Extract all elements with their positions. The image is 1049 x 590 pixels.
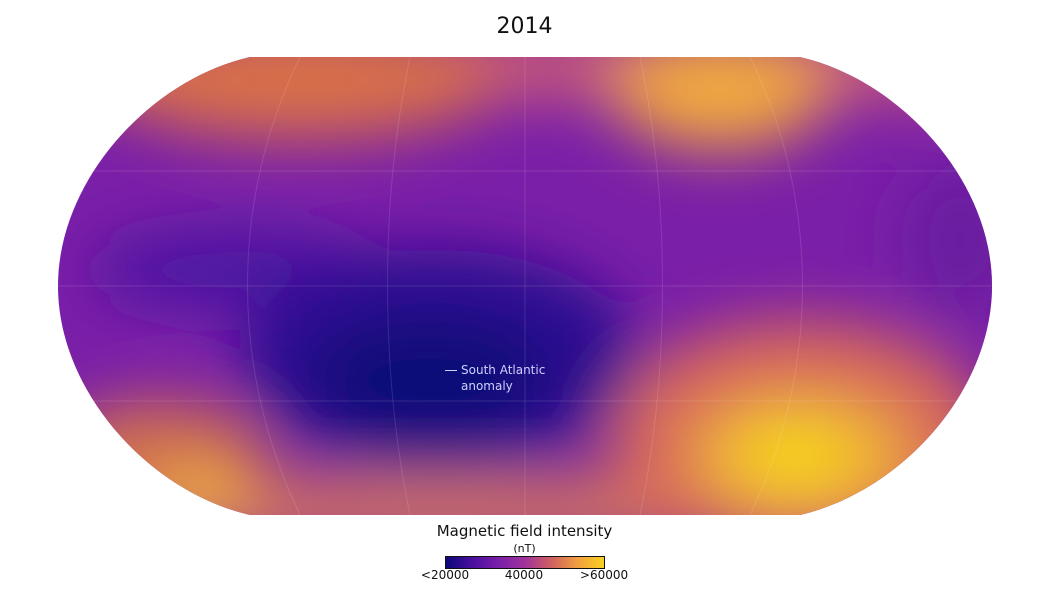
colorbar [445, 556, 605, 569]
map-title: 2014 [496, 14, 553, 39]
legend-unit: (nT) [513, 542, 536, 555]
graticule [58, 57, 992, 515]
legend-tick-mid: 40000 [504, 568, 544, 582]
legend-tick-min: <20000 [420, 568, 470, 582]
south-atlantic-anomaly-label: South Atlantic anomaly [445, 362, 545, 394]
legend-title: Magnetic field intensity [436, 522, 613, 540]
annotation-leader-line [445, 370, 457, 371]
annotation-line2: anomaly [461, 379, 513, 393]
legend-tick-max: >60000 [579, 568, 629, 582]
annotation-line1: South Atlantic [461, 363, 546, 377]
